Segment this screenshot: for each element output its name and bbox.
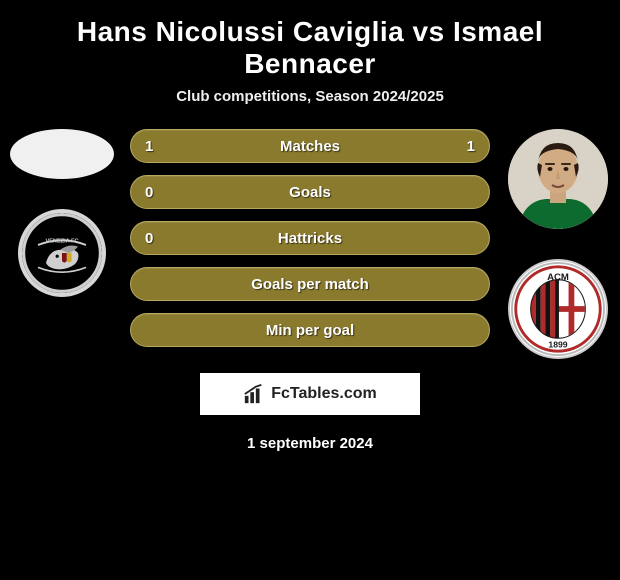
comparison-row: VENEZIA FC 1 Matches 1 0 xyxy=(0,129,620,359)
stat-label: Goals per match xyxy=(131,276,489,293)
venezia-badge-icon: VENEZIA FC xyxy=(22,213,102,293)
stat-label: Min per goal xyxy=(131,322,489,339)
page-title: Hans Nicolussi Caviglia vs Ismael Bennac… xyxy=(0,0,620,88)
stat-row-goals: 0 Goals xyxy=(130,175,490,209)
right-club-badge: ACM xyxy=(508,259,608,359)
left-player-column: VENEZIA FC xyxy=(8,129,116,297)
stat-label: Hattricks xyxy=(131,230,489,247)
brand-badge[interactable]: FcTables.com xyxy=(200,373,420,415)
left-club-badge: VENEZIA FC xyxy=(18,209,106,297)
svg-text:VENEZIA FC: VENEZIA FC xyxy=(45,239,78,245)
stat-row-hattricks: 0 Hattricks xyxy=(130,221,490,255)
page-subtitle: Club competitions, Season 2024/2025 xyxy=(0,88,620,129)
bar-chart-icon xyxy=(243,383,265,405)
stat-label: Matches xyxy=(131,138,489,155)
right-player-column: ACM xyxy=(504,129,612,359)
stat-row-goals-per-match: Goals per match xyxy=(130,267,490,301)
stat-row-min-per-goal: Min per goal xyxy=(130,313,490,347)
milan-badge-icon: ACM xyxy=(510,261,606,357)
stat-label: Goals xyxy=(131,184,489,201)
player-portrait-icon xyxy=(508,129,608,229)
right-player-avatar xyxy=(508,129,608,229)
stats-column: 1 Matches 1 0 Goals 0 Hattricks Goals pe… xyxy=(116,129,504,347)
widget-container: Hans Nicolussi Caviglia vs Ismael Bennac… xyxy=(0,0,620,452)
footer-date: 1 september 2024 xyxy=(0,435,620,452)
svg-text:1899: 1899 xyxy=(548,339,567,349)
left-player-avatar xyxy=(10,129,114,179)
brand-text: FcTables.com xyxy=(271,385,377,403)
stat-row-matches: 1 Matches 1 xyxy=(130,129,490,163)
